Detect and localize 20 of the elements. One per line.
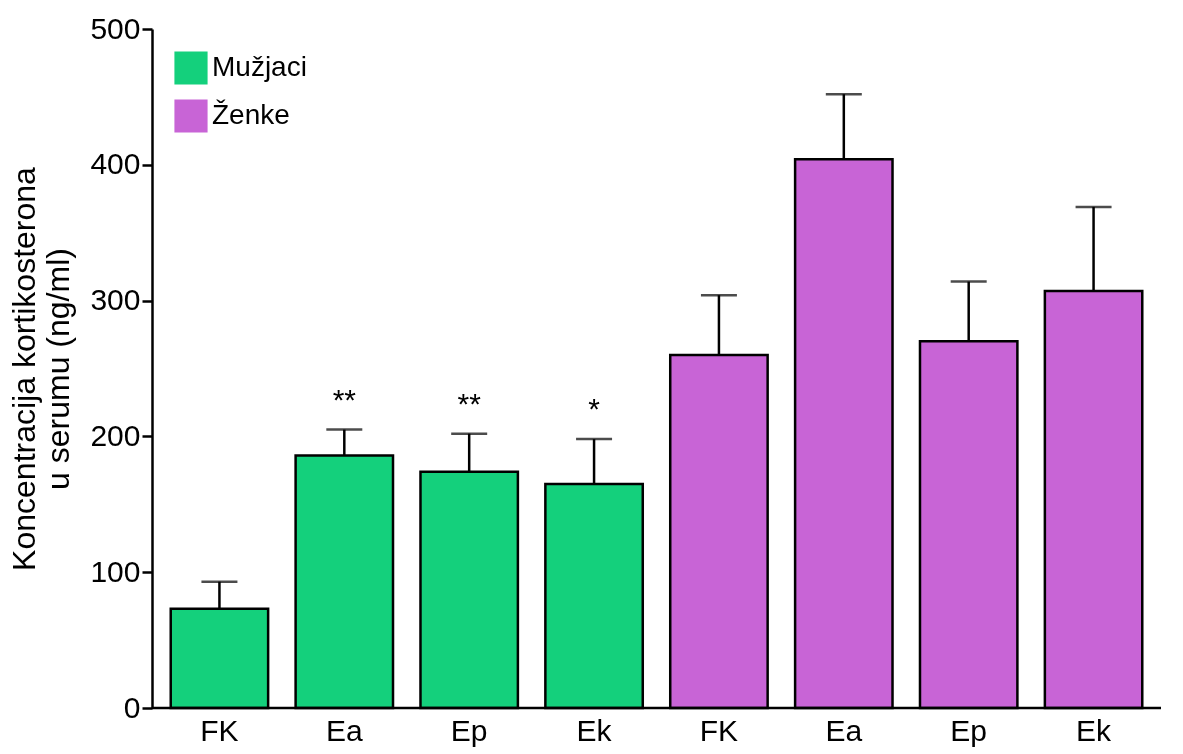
x-tick-label: Ek: [576, 713, 613, 747]
y-tick-label: 500: [90, 11, 141, 45]
y-tick-label: 0: [123, 690, 141, 724]
x-tick-label: FK: [699, 713, 739, 747]
legend-label: Ženke: [212, 99, 290, 130]
x-tick-label: Ek: [1076, 713, 1113, 747]
x-tick-label: Ea: [325, 713, 363, 747]
x-tick-label: FK: [200, 713, 239, 747]
legend-label: Mužjaci: [212, 51, 307, 82]
y-tick-label: 200: [90, 418, 141, 452]
annotation: *: [588, 392, 601, 426]
y-tick-label: 100: [90, 554, 141, 588]
y-tick-label: 300: [90, 283, 141, 317]
x-tick-label: Ea: [825, 713, 863, 747]
x-tick-label: Ep: [950, 713, 988, 747]
x-tick-label: Ep: [450, 713, 488, 747]
y-axis-title: Koncentracija kortikosterona u serumu (ng/ml): [6, 166, 77, 571]
annotation: **: [457, 386, 482, 420]
annotation: **: [332, 382, 357, 416]
y-tick-label: 400: [90, 147, 141, 181]
